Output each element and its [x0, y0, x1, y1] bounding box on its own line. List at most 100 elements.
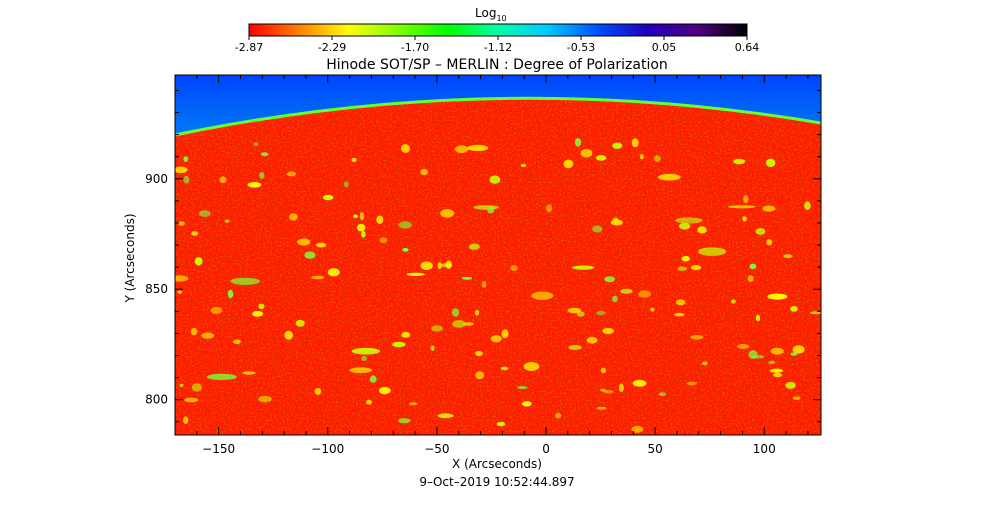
magnetic-patch	[252, 310, 264, 317]
magnetic-patch	[604, 276, 615, 283]
magnetic-patch	[596, 406, 607, 410]
magnetic-patch	[376, 215, 384, 224]
magnetic-patch	[406, 272, 425, 276]
magnetic-patch	[517, 386, 528, 390]
magnetic-patch	[792, 345, 805, 354]
magnetic-patch	[359, 212, 365, 221]
magnetic-patch	[496, 421, 506, 427]
magnetic-patch	[284, 330, 294, 340]
magnetic-patch	[727, 205, 756, 209]
magnetic-patch	[749, 263, 757, 270]
x-tick-label: −100	[311, 442, 344, 456]
magnetic-patch	[742, 216, 747, 222]
magnetic-patch	[576, 311, 585, 317]
magnetic-patch	[674, 312, 685, 317]
magnetic-patch	[297, 238, 311, 246]
magnetic-patch	[679, 222, 691, 230]
magnetic-patch	[361, 231, 366, 238]
magnetic-patch	[314, 387, 322, 395]
magnetic-patch	[288, 213, 298, 221]
magnetic-patch	[175, 166, 188, 174]
magnetic-patch	[311, 275, 325, 280]
magnetic-patch	[574, 138, 582, 147]
magnetic-patch	[179, 383, 184, 387]
magnetic-patch	[467, 144, 489, 152]
magnetic-patch	[191, 383, 203, 392]
magnetic-patch	[675, 217, 703, 224]
magnetic-patch	[369, 375, 377, 383]
magnetic-patch	[253, 142, 259, 147]
magnetic-patch	[430, 345, 435, 351]
magnetic-patch	[612, 142, 623, 149]
magnetic-patch	[304, 251, 316, 259]
polarization-map	[175, 75, 821, 435]
timestamp: 9–Oct–2019 10:52:44.897	[419, 475, 574, 489]
magnetic-patch	[638, 290, 651, 298]
magnetic-patch	[737, 344, 750, 349]
magnetic-patch	[194, 257, 203, 266]
magnetic-patch	[555, 412, 562, 419]
y-axis: 800 850 900	[145, 89, 821, 423]
x-tick-label: 0	[542, 442, 550, 456]
magnetic-patch	[755, 314, 761, 322]
colorbar-tick-label: -2.87	[235, 41, 263, 54]
magnetic-patch	[286, 171, 297, 177]
x-tick-label: −150	[202, 442, 235, 456]
colorbar-tick-label: -0.53	[567, 41, 595, 54]
magnetic-patch	[571, 265, 595, 270]
magnetic-patch	[631, 138, 639, 148]
magnetic-patch	[260, 152, 269, 157]
magnetic-patch	[768, 360, 776, 365]
magnetic-patch	[258, 303, 265, 310]
magnetic-patch	[792, 396, 801, 401]
colorbar-tick-label: -1.12	[484, 41, 512, 54]
magnetic-patch	[227, 289, 234, 299]
magnetic-patch	[489, 175, 501, 184]
magnetic-patch	[690, 265, 702, 271]
magnetic-patch	[701, 361, 708, 366]
magnetic-patch	[295, 319, 305, 327]
magnetic-patch	[639, 154, 645, 160]
magnetic-patch	[487, 206, 495, 214]
magnetic-patch	[175, 275, 189, 282]
colorbar-tick-label: 0.05	[652, 41, 677, 54]
magnetic-patch	[191, 231, 199, 236]
magnetic-patch	[612, 295, 618, 303]
magnetic-patch	[698, 247, 727, 256]
solar-limb	[175, 96, 821, 137]
magnetic-patch	[690, 335, 704, 340]
magnetic-patch	[790, 352, 798, 356]
y-axis-label: Y (Arcseconds)	[123, 213, 137, 303]
colorbar-ticks: -2.87 -2.29 -1.70 -1.12 -0.53 0.05 0.64	[235, 36, 759, 54]
magnetic-patch	[401, 331, 411, 338]
magnetic-patch	[361, 355, 368, 361]
colorbar	[248, 23, 748, 37]
magnetic-patch	[600, 367, 607, 374]
magnetic-patch	[747, 275, 754, 282]
magnetic-patch	[580, 148, 593, 158]
magnetic-patch	[184, 397, 199, 403]
magnetic-patch	[657, 173, 681, 181]
magnetic-patch	[437, 262, 442, 270]
magnetic-patch	[351, 157, 357, 162]
magnetic-patch	[620, 288, 633, 294]
y-tick-label: 800	[145, 393, 168, 407]
magnetic-patches	[175, 138, 821, 433]
colorbar-tick-label: -2.29	[318, 41, 346, 54]
magnetic-patch	[686, 381, 698, 386]
magnetic-patch	[247, 182, 262, 188]
magnetic-patch	[783, 254, 793, 259]
x-axis-label: X (Arcseconds)	[452, 457, 542, 471]
magnetic-patch	[420, 168, 429, 176]
magnetic-patch	[586, 336, 598, 344]
magnetic-patch	[177, 290, 183, 294]
magnetic-patch	[769, 368, 784, 373]
magnetic-patch	[743, 194, 749, 204]
magnetic-patch	[563, 159, 574, 169]
magnetic-patch	[201, 332, 215, 339]
colorbar-label-main: Log	[475, 6, 496, 20]
magnetic-patch	[242, 371, 256, 375]
magnetic-patch	[206, 373, 237, 380]
magnetic-patch	[183, 175, 190, 184]
